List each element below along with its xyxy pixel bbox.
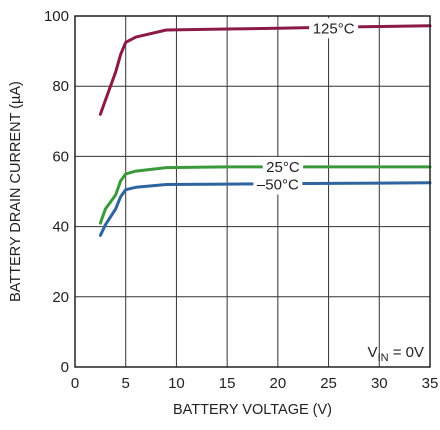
x-tick-label: 30 bbox=[371, 375, 388, 392]
series-label-bg bbox=[309, 18, 359, 39]
x-tick-label: 25 bbox=[320, 375, 337, 392]
y-tick-label: 60 bbox=[52, 148, 69, 165]
series-label-bg bbox=[253, 174, 303, 195]
series-labels: 125°C 25°C–50°C bbox=[253, 18, 359, 195]
x-tick-label: 5 bbox=[122, 375, 130, 392]
x-tick-labels: 0 5 10 15 20 25 30 35 bbox=[71, 375, 439, 392]
x-tick-label: 15 bbox=[219, 375, 236, 392]
y-tick-label: 100 bbox=[44, 8, 69, 25]
plot-frame bbox=[74, 15, 431, 368]
x-tick-label: 20 bbox=[270, 375, 287, 392]
x-tick-label: 0 bbox=[71, 375, 79, 392]
vin-annotation-main: V bbox=[368, 344, 378, 361]
y-tick-labels: 0 20 40 60 80 100 bbox=[44, 8, 69, 376]
series-lines bbox=[98, 24, 432, 237]
y-tick-label: 20 bbox=[52, 289, 69, 306]
series-label-bg bbox=[262, 156, 304, 177]
series-label-1: 25°C bbox=[266, 159, 300, 176]
y-tick-label: 80 bbox=[52, 78, 69, 95]
y-axis-label: BATTERY DRAIN CURRENT (µA) bbox=[8, 81, 24, 302]
series-line-1 bbox=[98, 165, 432, 225]
y-tick-label: 40 bbox=[52, 219, 69, 236]
grid-lines bbox=[75, 16, 430, 367]
x-tick-label: 10 bbox=[168, 375, 185, 392]
series-line-2 bbox=[98, 181, 432, 237]
series-label-2: –50°C bbox=[257, 176, 299, 193]
vin-annotation-rest: = 0V bbox=[389, 344, 424, 361]
series-line-0 bbox=[98, 24, 432, 116]
y-tick-label: 0 bbox=[61, 359, 69, 376]
vin-annotation: VIN = 0V bbox=[368, 344, 424, 364]
x-tick-label: 35 bbox=[422, 375, 439, 392]
series-label-0: 125°C bbox=[313, 20, 355, 37]
x-axis-label: BATTERY VOLTAGE (V) bbox=[173, 402, 332, 418]
vin-annotation-sub: IN bbox=[378, 352, 389, 364]
